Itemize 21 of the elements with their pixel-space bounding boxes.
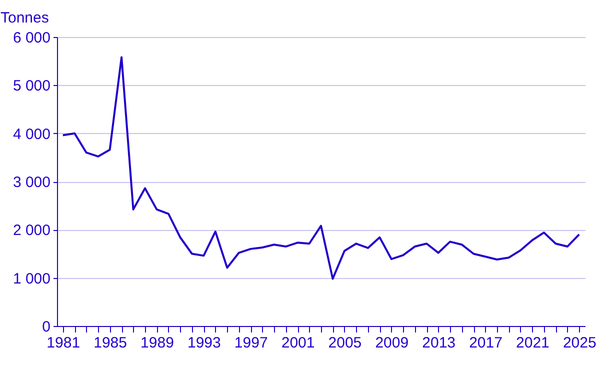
y-tick-label: 1 000 [12,270,50,288]
x-tick-label: 2025 [562,334,596,352]
x-tick-label: 2001 [281,334,315,352]
x-tick-label: 2013 [422,334,456,352]
x-tick-label: 1985 [94,334,127,352]
y-axis-title: Tonnes [0,10,49,26]
x-tick-label: 1993 [187,334,221,352]
y-tick-label: 4 000 [12,126,50,143]
x-tick-label: 1989 [140,334,174,352]
x-tick-label: 1981 [46,334,80,352]
x-tick-label: 2005 [328,334,362,352]
y-tick-label: 2 000 [12,222,50,240]
y-tick-label: 0 [42,318,50,336]
line-series [62,56,580,280]
x-tick-label: 2017 [469,334,502,352]
y-tick-label: 3 000 [12,174,50,191]
x-tick-label: 2021 [516,334,550,352]
y-tick-label: 5 000 [12,78,50,95]
x-tick-label: 2009 [375,334,409,352]
y-tick-label: 6 000 [12,30,50,46]
x-tick-label: 1997 [234,334,268,352]
